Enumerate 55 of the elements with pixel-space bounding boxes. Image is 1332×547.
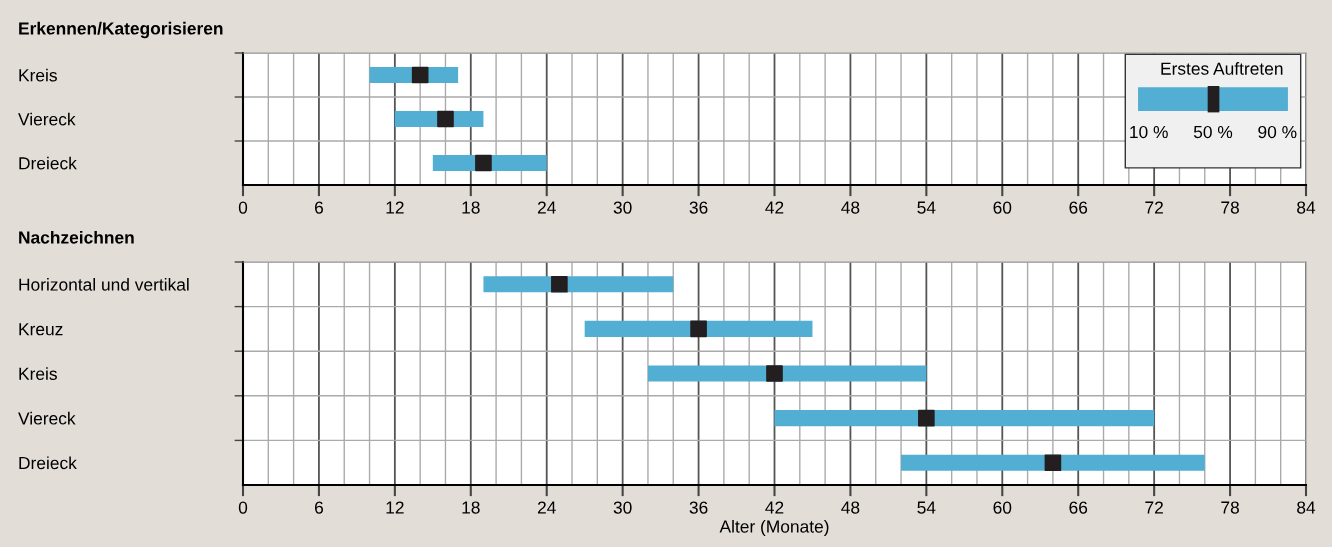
bar	[774, 410, 1155, 427]
point	[766, 365, 783, 382]
x-axis-title: Alter (Monate)	[719, 519, 829, 537]
x-tick-label: 0	[238, 201, 248, 214]
x-tick-label: 54	[917, 501, 936, 514]
y-tick-label: Viereck	[18, 112, 76, 126]
x-tick-label: 12	[386, 501, 404, 514]
x-tick-label: 30	[613, 201, 632, 214]
text: Nachzeichnen	[19, 230, 134, 244]
point	[690, 320, 707, 338]
bar	[584, 320, 813, 337]
annotation: 50 %	[1193, 125, 1233, 139]
x-tick-label: 18	[462, 201, 480, 214]
x-tick-label: 48	[841, 201, 860, 214]
x-tick-label: 84	[1297, 201, 1316, 214]
y-tick-label: Dreieck	[19, 156, 77, 170]
x-tick-label: 54	[917, 201, 936, 214]
x-tick-label: 78	[1221, 501, 1239, 514]
annotation: 10 %	[1130, 125, 1168, 139]
x-tick-label: 0	[238, 501, 248, 514]
y-tick-label: Viereck	[18, 411, 76, 425]
x-tick-label: 24	[537, 501, 556, 514]
x-tick-label: 60	[993, 201, 1012, 214]
x-tick-label: 36	[689, 501, 708, 514]
legend-title: Erstes Auftreten	[1161, 62, 1283, 75]
y-tick-label: Kreis	[19, 68, 57, 82]
x-tick-label: 6	[314, 201, 323, 214]
annotation: 90 %	[1258, 125, 1297, 139]
y-tick-label: Kreuz	[19, 323, 63, 336]
x-tick-label: 30	[613, 501, 632, 514]
point	[1044, 454, 1062, 472]
bar	[483, 276, 674, 293]
x-tick-label: 42	[765, 201, 784, 214]
x-tick-label: 42	[765, 501, 784, 514]
bar	[901, 454, 1205, 471]
y-tick-label: Kreis	[19, 367, 57, 380]
point	[918, 409, 935, 427]
x-tick-label: 60	[993, 501, 1012, 514]
x-tick-label: 36	[689, 201, 708, 214]
x-tick-label: 78	[1221, 201, 1239, 214]
y-tick-label: Dreieck	[19, 456, 77, 470]
bar	[647, 365, 927, 382]
x-tick-label: 84	[1297, 501, 1316, 514]
x-tick-label: 72	[1145, 501, 1163, 514]
x-tick-label: 12	[386, 201, 404, 214]
x-tick-label: 6	[314, 501, 323, 514]
x-tick-label: 48	[841, 501, 860, 514]
x-tick-label: 66	[1069, 201, 1088, 214]
y-tick-label: Horizontal und vertikal	[19, 278, 189, 291]
x-tick-label: 66	[1069, 501, 1088, 514]
x-tick-label: 18	[462, 501, 480, 514]
point	[551, 275, 568, 293]
x-tick-label: 24	[537, 201, 556, 214]
x-tick-label: 72	[1145, 201, 1163, 214]
chart-title: Erkennen/Kategorisieren	[19, 21, 223, 39]
